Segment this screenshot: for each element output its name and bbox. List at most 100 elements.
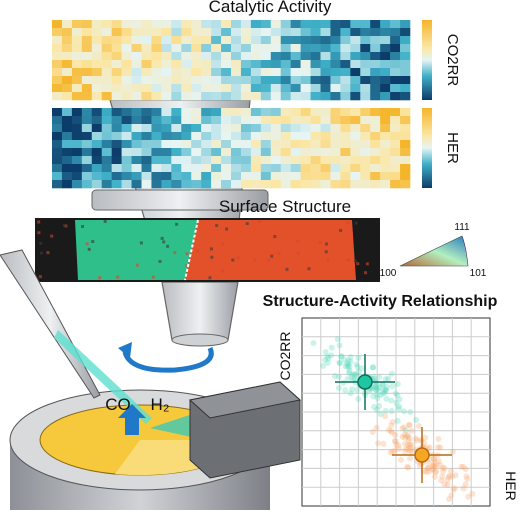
heat-cell bbox=[340, 60, 351, 69]
heat-cell bbox=[61, 164, 73, 173]
point bbox=[396, 396, 403, 403]
heat-cell bbox=[231, 140, 242, 149]
heat-cell bbox=[61, 44, 73, 53]
heat-cell bbox=[211, 60, 222, 69]
heat-cell bbox=[171, 172, 182, 181]
heat-cell bbox=[300, 84, 311, 93]
point bbox=[320, 362, 327, 369]
heat-cell bbox=[350, 156, 361, 165]
heat-cell bbox=[250, 172, 262, 181]
heat-cell bbox=[151, 116, 162, 125]
heat-cell bbox=[380, 164, 391, 173]
heat-cell bbox=[52, 84, 63, 93]
heat-cell bbox=[61, 92, 73, 101]
point bbox=[462, 466, 469, 473]
point bbox=[449, 473, 456, 480]
heat-cell bbox=[400, 28, 411, 37]
noise bbox=[296, 251, 300, 255]
heat-cell bbox=[81, 84, 93, 93]
point bbox=[383, 387, 390, 394]
mean bbox=[357, 374, 373, 390]
heat-cell bbox=[91, 124, 103, 133]
point bbox=[439, 464, 446, 471]
heat-cell bbox=[330, 92, 341, 101]
point bbox=[335, 373, 342, 380]
heat-cell bbox=[330, 180, 341, 189]
heat-cell bbox=[201, 140, 212, 149]
heat-cell bbox=[390, 140, 401, 149]
heat-cell bbox=[280, 36, 291, 45]
heat-cell bbox=[250, 156, 262, 165]
heat-cell bbox=[171, 116, 182, 125]
heat-cell bbox=[121, 180, 132, 189]
heat-cell bbox=[52, 92, 63, 101]
noise bbox=[64, 224, 68, 228]
heat-cell bbox=[101, 28, 112, 37]
point bbox=[389, 448, 396, 455]
heat-cell bbox=[260, 132, 272, 141]
point bbox=[393, 441, 400, 448]
heat-cell bbox=[151, 140, 162, 149]
heat-cell bbox=[161, 124, 172, 133]
heat-cell bbox=[231, 180, 242, 189]
heat-cell bbox=[370, 156, 381, 165]
heat-cell bbox=[141, 180, 152, 189]
heat-cell bbox=[320, 84, 331, 93]
point bbox=[437, 461, 444, 468]
point bbox=[405, 437, 412, 444]
heat-cell bbox=[101, 44, 112, 53]
heat-cell bbox=[151, 164, 162, 173]
heat-cell bbox=[52, 164, 63, 173]
point bbox=[460, 485, 467, 492]
heat-cell bbox=[101, 140, 112, 149]
heat-cell bbox=[71, 60, 83, 69]
heat-cell bbox=[231, 148, 242, 157]
heat-cell bbox=[121, 124, 132, 133]
heat-cell bbox=[260, 172, 272, 181]
heat-cell bbox=[300, 20, 311, 29]
heat-cell bbox=[250, 180, 262, 189]
heat-cell bbox=[340, 44, 351, 53]
heat-cell bbox=[151, 124, 162, 133]
heat-cell bbox=[221, 52, 232, 61]
point bbox=[391, 447, 398, 454]
heat-cell bbox=[131, 140, 142, 149]
heat-cell bbox=[191, 140, 202, 149]
heat-cell bbox=[300, 180, 311, 189]
heat-cell bbox=[151, 36, 162, 45]
heat-cell bbox=[240, 108, 252, 117]
heat-cell bbox=[390, 132, 401, 141]
heat-cell bbox=[260, 84, 272, 93]
heat-cell bbox=[201, 108, 212, 117]
heat-cell bbox=[350, 124, 361, 133]
heat-cell bbox=[290, 28, 301, 37]
heat-cell bbox=[390, 68, 401, 77]
noise bbox=[225, 227, 229, 231]
heat-cell bbox=[151, 156, 162, 165]
point bbox=[430, 456, 437, 463]
heat-cell bbox=[141, 108, 152, 117]
heat-cell bbox=[370, 124, 381, 133]
point bbox=[465, 493, 472, 500]
heat-cell bbox=[121, 84, 132, 93]
point bbox=[395, 442, 402, 449]
heat-cell bbox=[231, 60, 242, 69]
heat-cell bbox=[61, 156, 73, 165]
heat-cell bbox=[320, 28, 331, 37]
heat-cell bbox=[101, 156, 112, 165]
point bbox=[344, 376, 351, 383]
heat-cell bbox=[221, 124, 232, 133]
heat-cell bbox=[231, 36, 242, 45]
heat-cell bbox=[181, 124, 192, 133]
heat-cell bbox=[52, 116, 63, 125]
heat-cell bbox=[161, 148, 172, 157]
heat-cell bbox=[240, 44, 252, 53]
objective bbox=[161, 281, 239, 341]
heat-cell bbox=[350, 132, 361, 141]
heat-cell bbox=[171, 20, 182, 29]
heat-cell bbox=[91, 92, 103, 101]
noise bbox=[173, 251, 177, 255]
heat-cell bbox=[400, 76, 411, 85]
mean bbox=[414, 447, 430, 463]
